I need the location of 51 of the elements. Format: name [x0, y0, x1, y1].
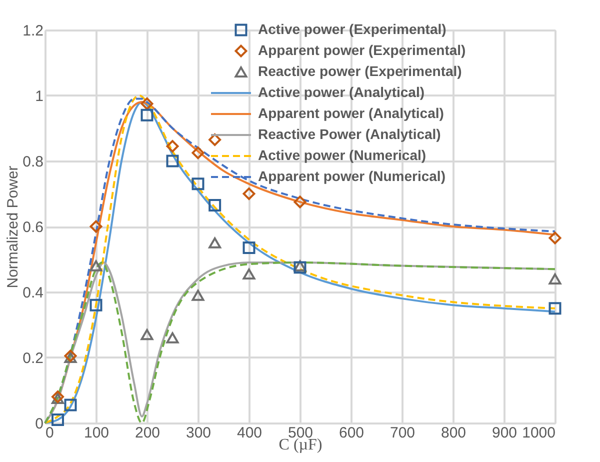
legend-label: Active power (Analytical) — [258, 84, 424, 100]
y-tick-label: 1 — [35, 88, 44, 105]
x-tick-label: 900 — [492, 424, 518, 442]
point — [208, 133, 222, 146]
point — [166, 154, 179, 168]
y-tick-label: 0.2 — [22, 350, 44, 367]
y-tick-label: 0.6 — [22, 219, 44, 236]
point — [140, 108, 154, 122]
legend-label: Apparent power (Analytical) — [258, 105, 444, 121]
y-tick-label: 0.4 — [22, 284, 44, 302]
point — [64, 398, 77, 412]
point — [90, 220, 102, 233]
point — [166, 332, 179, 344]
point — [548, 232, 562, 244]
x-tick-label: 700 — [390, 424, 416, 442]
point — [140, 329, 154, 340]
point — [192, 178, 204, 190]
x-tick-label: 800 — [440, 424, 466, 442]
x-tick-label: 600 — [338, 424, 364, 442]
y-tick-label: 0.8 — [22, 154, 44, 170]
point — [242, 242, 256, 254]
point — [192, 146, 204, 160]
point — [208, 237, 222, 248]
point — [90, 260, 102, 272]
legend-label: Reactive power (Experimental) — [258, 63, 462, 79]
x-tick-label: 1000 — [522, 424, 556, 442]
point — [242, 188, 256, 200]
point — [166, 140, 179, 153]
point — [90, 298, 102, 312]
point — [548, 302, 562, 315]
point — [52, 413, 64, 426]
legend-label: Apparent power (Numerical) — [258, 168, 446, 184]
legend-label: Reactive Power (Analytical) — [258, 126, 441, 142]
x-tick-label: 100 — [84, 424, 110, 442]
y-tick-label: 1.2 — [22, 22, 44, 40]
y-axis-title: Normalized Power — [4, 166, 22, 288]
x-tick-label: 0 — [46, 424, 54, 442]
x-tick-label: 300 — [186, 424, 212, 442]
point — [548, 273, 562, 284]
legend-label: Active power (Numerical) — [258, 147, 426, 163]
point — [140, 97, 154, 110]
legend-label: Apparent power (Experimental) — [258, 42, 466, 58]
point — [294, 196, 306, 208]
point — [242, 268, 256, 280]
point — [294, 260, 306, 272]
x-tick-label: 400 — [236, 424, 262, 442]
point — [208, 198, 222, 212]
point — [294, 261, 306, 274]
point — [192, 290, 204, 301]
legend-label: Active power (Experimental) — [258, 21, 446, 37]
x-tick-label: 200 — [134, 424, 160, 442]
